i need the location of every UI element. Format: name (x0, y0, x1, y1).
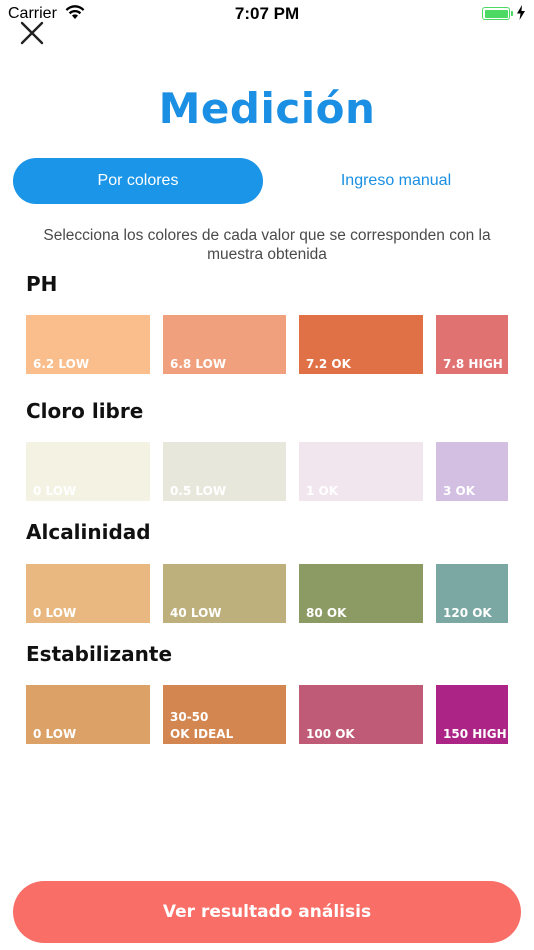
close-icon[interactable] (18, 19, 46, 47)
swatch-label: 3 OK (443, 484, 476, 498)
swatch-label: 0 LOW (33, 727, 77, 741)
swatch-cloro-3[interactable]: 1 OK (299, 442, 423, 501)
swatch-estabilizante-2[interactable]: 30-50 OK IDEAL (163, 685, 286, 744)
charging-icon (516, 5, 526, 25)
swatch-label: 0.5 LOW (170, 484, 227, 498)
swatch-row-estabilizante: 0 LOW 30-50 OK IDEAL 100 OK 150 HIGH (26, 685, 508, 744)
swatch-label: 7.2 OK (306, 357, 351, 371)
swatch-label: 80 OK (306, 606, 347, 620)
page-title: Medición (158, 84, 376, 133)
swatch-cloro-2[interactable]: 0.5 LOW (163, 442, 286, 501)
swatch-row-ph: 6.2 LOW 6.8 LOW 7.2 OK 7.8 HIGH (26, 315, 508, 374)
tab-ingreso-manual[interactable]: Ingreso manual (340, 172, 452, 189)
swatch-estabilizante-4[interactable]: 150 HIGH (436, 685, 508, 744)
swatch-label: 7.8 HIGH (443, 357, 503, 371)
section-title-estabilizante: Estabilizante (26, 642, 173, 666)
carrier-label: Carrier (8, 5, 57, 22)
swatch-alcalinidad-2[interactable]: 40 LOW (163, 564, 286, 623)
swatch-ph-2[interactable]: 6.8 LOW (163, 315, 286, 374)
swatch-label: 0 LOW (33, 484, 77, 498)
swatch-ph-4[interactable]: 7.8 HIGH (436, 315, 508, 374)
wifi-icon (65, 5, 85, 25)
tab-por-colores[interactable]: Por colores (13, 158, 263, 204)
battery-icon (482, 7, 510, 20)
swatch-alcalinidad-1[interactable]: 0 LOW (26, 564, 150, 623)
instructions-text: Selecciona los colores de cada valor que… (43, 227, 491, 263)
swatch-cloro-1[interactable]: 0 LOW (26, 442, 150, 501)
swatch-label: 1 OK (306, 484, 339, 498)
section-title-alcalinidad: Alcalinidad (26, 520, 151, 544)
swatch-row-alcalinidad: 0 LOW 40 LOW 80 OK 120 OK (26, 564, 508, 623)
swatch-ph-1[interactable]: 6.2 LOW (26, 315, 150, 374)
swatch-label: 0 LOW (33, 606, 77, 620)
clock: 7:07 PM (234, 4, 300, 23)
ver-resultado-button[interactable]: Ver resultado análisis (13, 881, 521, 943)
swatch-label: 6.2 LOW (33, 357, 90, 371)
swatch-label: 30-50 OK IDEAL (170, 710, 234, 741)
swatch-label: 6.8 LOW (170, 357, 227, 371)
swatch-label: 150 HIGH (443, 727, 507, 741)
swatch-row-cloro: 0 LOW 0.5 LOW 1 OK 3 OK (26, 442, 508, 501)
swatch-alcalinidad-4[interactable]: 120 OK (436, 564, 508, 623)
section-title-ph: PH (26, 272, 58, 296)
swatch-estabilizante-3[interactable]: 100 OK (299, 685, 423, 744)
swatch-label: 120 OK (443, 606, 492, 620)
swatch-alcalinidad-3[interactable]: 80 OK (299, 564, 423, 623)
status-bar: Carrier 7:07 PM (0, 0, 534, 28)
section-title-cloro: Cloro libre (26, 399, 144, 423)
swatch-ph-3[interactable]: 7.2 OK (299, 315, 423, 374)
swatch-label: 40 LOW (170, 606, 222, 620)
battery-cap-icon (511, 11, 513, 16)
swatch-cloro-4[interactable]: 3 OK (436, 442, 508, 501)
swatch-label: 100 OK (306, 727, 355, 741)
swatch-estabilizante-1[interactable]: 0 LOW (26, 685, 150, 744)
